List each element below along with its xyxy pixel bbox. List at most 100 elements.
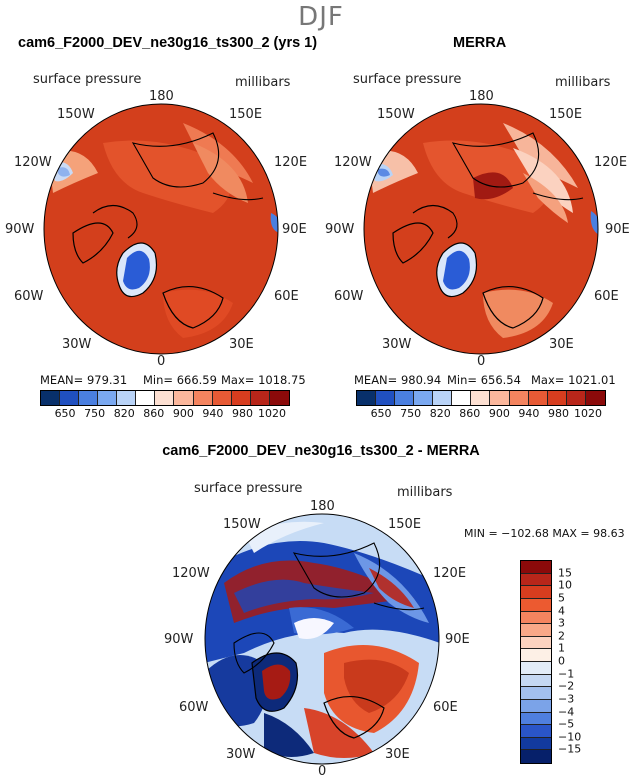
colorbar-swatch — [521, 712, 551, 726]
panel-2-lon-90w: 90W — [325, 222, 355, 237]
colorbar-tick-label: 1020 — [258, 407, 287, 420]
panel-2-lon-30w: 30W — [382, 337, 412, 352]
colorbar-swatch — [521, 624, 551, 637]
colorbar-tick-label: −10 — [558, 730, 582, 744]
panel-2-lon-30e: 30E — [549, 337, 574, 352]
diff-lon-60w: 60W — [179, 700, 209, 715]
colorbar-swatch — [250, 391, 270, 405]
colorbar-swatch — [521, 725, 551, 738]
diff-lon-90w: 90W — [164, 632, 194, 647]
panel-2-lon-60w: 60W — [334, 289, 364, 304]
colorbar-swatch — [174, 391, 194, 405]
panel-2-colorbar — [356, 390, 606, 406]
panel-1-lon-120w: 120W — [14, 155, 52, 170]
colorbar-tick-label: 3 — [558, 616, 565, 630]
colorbar-swatch — [414, 391, 434, 405]
colorbar-swatch — [521, 662, 551, 675]
diff-lon-90e: 90E — [445, 632, 470, 647]
panel-2-lon-180: 180 — [469, 89, 494, 104]
colorbar-swatch — [521, 674, 551, 688]
colorbar-swatch — [117, 391, 137, 405]
season-title: DJF — [298, 2, 344, 32]
colorbar-tick-label: −15 — [558, 742, 582, 756]
panel-2-lon-150e: 150E — [549, 107, 583, 122]
colorbar-swatch — [41, 391, 61, 405]
colorbar-tick-label: 0 — [558, 654, 565, 668]
colorbar-swatch — [357, 391, 377, 405]
panel-1-lon-150e: 150E — [229, 107, 263, 122]
colorbar-tick-label: 820 — [429, 407, 451, 420]
colorbar-swatch — [547, 391, 567, 405]
diff-lon-120w: 120W — [172, 566, 210, 581]
colorbar-tick-label: 900 — [488, 407, 510, 420]
colorbar-tick-label: 10 — [558, 578, 572, 592]
colorbar-tick-label: −4 — [558, 705, 575, 718]
colorbar-swatch — [528, 391, 548, 405]
colorbar-tick-label: 1020 — [574, 407, 603, 420]
colorbar-tick-label: 750 — [84, 407, 106, 420]
colorbar-swatch — [269, 391, 289, 405]
panel-2-lon-120e: 120E — [594, 155, 628, 170]
colorbar-swatch — [136, 391, 156, 405]
panel-2-mean: MEAN= 980.94 — [354, 373, 442, 387]
colorbar-swatch — [376, 391, 396, 405]
colorbar-swatch — [566, 391, 586, 405]
colorbar-swatch — [521, 573, 551, 587]
panel-2-lon-120w: 120W — [334, 155, 372, 170]
panel-2-units: millibars — [555, 75, 611, 90]
panel-1-lon-30w: 30W — [62, 337, 92, 352]
colorbar-tick-label: 2 — [558, 629, 565, 643]
panel-2-lon-90e: 90E — [605, 222, 630, 237]
diff-panel-map — [204, 513, 440, 765]
diff-lon-180: 180 — [310, 499, 335, 514]
colorbar-tick-label: −5 — [558, 717, 575, 731]
panel-1-lon-180: 180 — [149, 89, 174, 104]
diff-colorbar — [520, 560, 552, 764]
panel-1-units: millibars — [235, 75, 291, 90]
diff-panel-units: millibars — [397, 485, 453, 500]
colorbar-tick-label: 900 — [172, 407, 194, 420]
panel-1-lon-60w: 60W — [14, 289, 44, 304]
panel-2-map — [363, 103, 599, 355]
panel-1-max: Max= 1018.75 — [221, 373, 306, 387]
colorbar-swatch — [521, 649, 551, 662]
diff-panel-stats: MIN = −102.68 MAX = 98.63 — [464, 527, 625, 540]
colorbar-tick-label: 860 — [459, 407, 481, 420]
colorbar-tick-label: 5 — [558, 591, 565, 605]
diff-lon-150w: 150W — [223, 517, 261, 532]
colorbar-swatch — [155, 391, 175, 405]
colorbar-swatch — [521, 586, 551, 599]
panel-1-lon-0: 0 — [157, 354, 166, 369]
colorbar-tick-label: 980 — [547, 407, 569, 420]
panel-2-lon-150w: 150W — [377, 107, 415, 122]
colorbar-swatch — [231, 391, 251, 405]
colorbar-tick-label: 650 — [370, 407, 392, 420]
colorbar-swatch — [521, 636, 551, 650]
colorbar-swatch — [521, 561, 551, 574]
colorbar-swatch — [193, 391, 213, 405]
colorbar-tick-label: −1 — [558, 667, 575, 681]
colorbar-swatch — [79, 391, 99, 405]
colorbar-tick-label: 1 — [558, 641, 565, 655]
panel-1-variable: surface pressure — [33, 72, 142, 87]
panel-1-lon-90w: 90W — [5, 222, 35, 237]
panel-1-min: Min= 666.59 — [143, 373, 217, 387]
panel-1-colorbar — [40, 390, 290, 406]
diff-panel-variable: surface pressure — [194, 481, 303, 496]
colorbar-tick-label: 860 — [143, 407, 165, 420]
colorbar-tick-label: 650 — [54, 407, 76, 420]
colorbar-tick-label: 820 — [113, 407, 135, 420]
colorbar-tick-label: 750 — [400, 407, 422, 420]
colorbar-tick-label: −3 — [558, 692, 575, 706]
panel-1-lon-90e: 90E — [282, 222, 307, 237]
colorbar-swatch — [521, 598, 551, 612]
diff-lon-60e: 60E — [433, 700, 458, 715]
diff-lon-0: 0 — [318, 764, 327, 779]
colorbar-swatch — [212, 391, 232, 405]
colorbar-tick-label: 15 — [558, 566, 572, 580]
colorbar-tick-label: −2 — [558, 679, 575, 693]
colorbar-tick-label: 980 — [231, 407, 253, 420]
colorbar-swatch — [521, 687, 551, 700]
colorbar-swatch — [585, 391, 605, 405]
diff-lon-120e: 120E — [433, 566, 467, 581]
